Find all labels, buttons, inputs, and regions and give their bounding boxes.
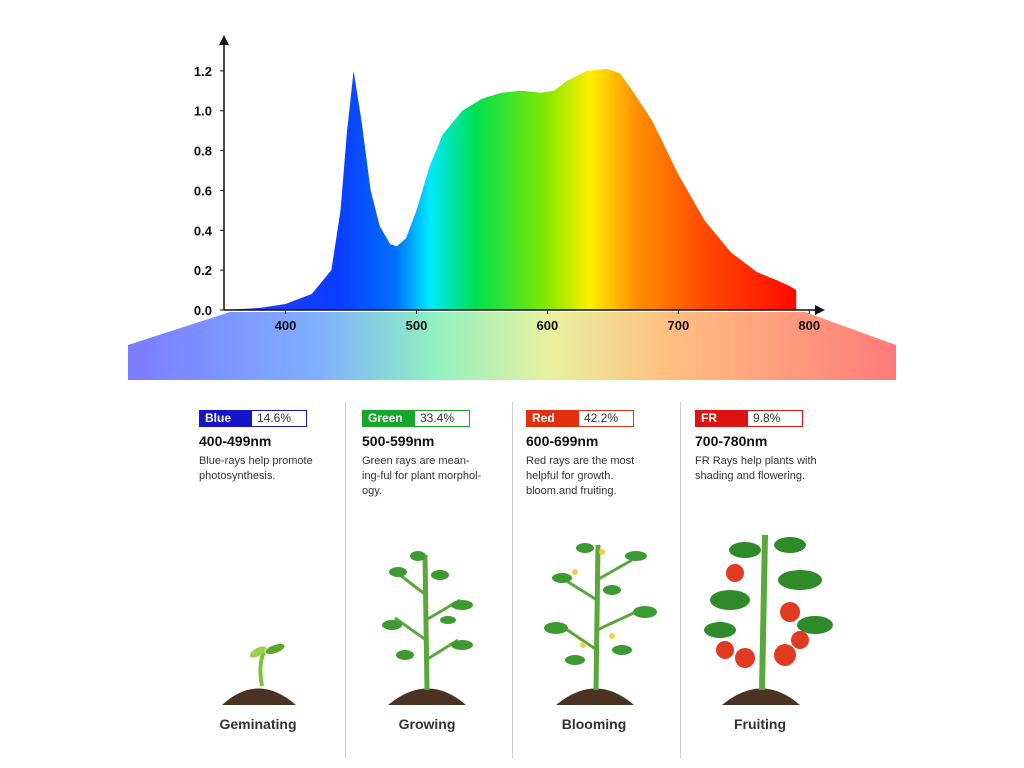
y-tick-label: 1.0 <box>194 104 212 119</box>
panel: Red 42.2% 600-699nm Red rays are the most he… <box>526 410 676 499</box>
x-axis-arrow <box>815 305 825 315</box>
description-line: FR Rays help plants with <box>695 455 817 467</box>
description-line: bloom.and fruiting. <box>526 485 617 497</box>
stage-label: Blooming <box>561 716 627 732</box>
y-tick-label: 0.2 <box>194 263 212 278</box>
fruiting-plant <box>704 534 833 705</box>
blooming-plant <box>544 543 657 705</box>
y-axis-arrow <box>219 35 229 45</box>
divider <box>680 402 681 758</box>
description-line: photosynthesis. <box>199 470 276 482</box>
stage-label: Geminating <box>219 716 297 732</box>
tag: Red 42.2% <box>526 410 676 427</box>
y-tick-label: 0.4 <box>194 223 213 238</box>
wavelength-range: 400-499nm <box>199 433 272 449</box>
description-line: helpful for growth. <box>526 470 614 482</box>
tag-name: Green <box>362 410 414 427</box>
stage-label: Growing <box>398 716 456 732</box>
tag-percent: 9.8% <box>747 410 803 427</box>
tag-percent: 14.6% <box>251 410 307 427</box>
spectrum-chart: 0.0 0.2 0.4 0.6 0.8 1.0 1.2 400 500 600 700 800 <box>128 35 896 380</box>
tag-name: Blue <box>199 410 251 427</box>
panel: Green 33.4% 500-599nm Green rays are mean-i… <box>362 410 512 499</box>
x-tick-label: 800 <box>798 318 820 333</box>
x-tick-label: 400 <box>275 318 297 333</box>
y-tick-label: 1.2 <box>194 64 212 79</box>
tag: Blue 14.6% <box>199 410 349 427</box>
spectrum-area <box>224 68 797 311</box>
description-line: Green rays are mean- <box>362 455 470 467</box>
y-tick-label: 0.6 <box>194 183 212 198</box>
description-line: Red rays are the most <box>526 455 635 467</box>
divider <box>345 402 346 758</box>
wavelength-range: 700-780nm <box>695 433 768 449</box>
tag: Green 33.4% <box>362 410 512 427</box>
y-tick-label: 0.0 <box>194 303 212 318</box>
panel: Blue 14.6% 400-499nm Blue-rays help promote… <box>199 410 349 484</box>
x-tick-label: 600 <box>537 318 559 333</box>
tag-name: FR <box>695 410 747 427</box>
wavelength-range: 500-599nm <box>362 433 435 449</box>
panel: FR 9.8% 700-780nm FR Rays help plants with s… <box>695 410 845 484</box>
growing-plant <box>382 551 473 705</box>
tag: FR 9.8% <box>695 410 845 427</box>
tag-percent: 33.4% <box>414 410 470 427</box>
tag-name: Red <box>526 410 578 427</box>
y-tick-label: 0.8 <box>194 144 212 159</box>
description-line: ogy. <box>362 485 382 497</box>
tag-percent: 42.2% <box>578 410 634 427</box>
description-line: ing-ful for plant morphol- <box>362 470 482 482</box>
description: Blue-rays help promote photosynthesis. <box>199 454 349 484</box>
spectrum-band <box>128 312 896 380</box>
description: Green rays are mean-ing-ful for plant mo… <box>362 454 512 499</box>
description: FR Rays help plants with shading and flow… <box>695 454 845 484</box>
x-tick-label: 700 <box>667 318 689 333</box>
x-tick-label: 500 <box>406 318 428 333</box>
description: Red rays are the most helpful for growth.… <box>526 454 676 499</box>
description-line: Blue-rays help promote <box>199 455 313 467</box>
wavelength-range: 600-699nm <box>526 433 599 449</box>
stage-label: Fruiting <box>733 716 787 732</box>
divider <box>512 402 513 758</box>
seedling <box>222 643 296 705</box>
description-line: shading and flowering. <box>695 470 806 482</box>
plot: 0.0 0.2 0.4 0.6 0.8 1.0 1.2 400 500 600 700 800 <box>194 35 825 333</box>
